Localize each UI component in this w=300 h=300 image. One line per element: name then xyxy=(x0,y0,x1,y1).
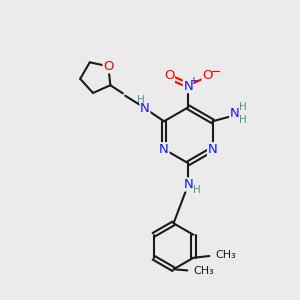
Text: N: N xyxy=(208,143,218,156)
Text: H: H xyxy=(193,185,200,195)
Text: O: O xyxy=(164,69,174,82)
Text: N: N xyxy=(140,101,150,115)
Text: O: O xyxy=(103,60,114,73)
Text: N: N xyxy=(230,107,239,120)
Text: CH₃: CH₃ xyxy=(215,250,236,260)
Text: +: + xyxy=(189,76,197,86)
Text: N: N xyxy=(183,178,193,191)
Text: H: H xyxy=(239,102,247,112)
Text: O: O xyxy=(202,69,213,82)
Text: CH₃: CH₃ xyxy=(193,266,214,276)
Text: H: H xyxy=(239,115,247,125)
Text: N: N xyxy=(183,80,193,93)
Text: N: N xyxy=(159,143,169,156)
Text: −: − xyxy=(210,66,221,80)
Text: H: H xyxy=(136,95,144,105)
